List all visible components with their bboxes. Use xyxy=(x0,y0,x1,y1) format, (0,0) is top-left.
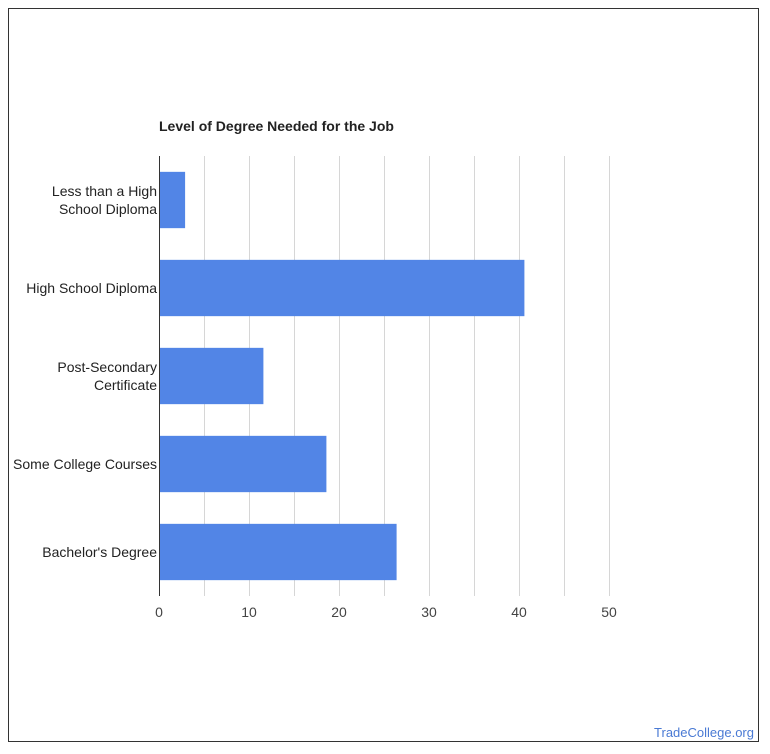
category-label: Post-Secondary xyxy=(57,359,157,375)
x-tick-label: 50 xyxy=(601,604,617,620)
category-label: Bachelor's Degree xyxy=(42,544,157,560)
bar[interactable] xyxy=(159,435,327,493)
category-label: Certificate xyxy=(94,377,157,393)
x-tick-label: 40 xyxy=(511,604,527,620)
x-tick-label: 10 xyxy=(241,604,257,620)
bar[interactable] xyxy=(159,171,186,229)
source-watermark[interactable]: TradeCollege.org xyxy=(654,725,754,740)
bar[interactable] xyxy=(159,347,264,405)
category-label: School Diploma xyxy=(59,201,157,217)
category-label: High School Diploma xyxy=(26,280,157,296)
x-tick-label: 30 xyxy=(421,604,437,620)
x-tick-label: 20 xyxy=(331,604,347,620)
bar[interactable] xyxy=(159,259,525,317)
category-label: Less than a High xyxy=(52,183,157,199)
x-tick-label: 0 xyxy=(155,604,163,620)
chart-frame xyxy=(8,8,759,742)
chart-title: Level of Degree Needed for the Job xyxy=(159,118,394,134)
category-label: Some College Courses xyxy=(13,456,157,472)
bar[interactable] xyxy=(159,523,397,581)
